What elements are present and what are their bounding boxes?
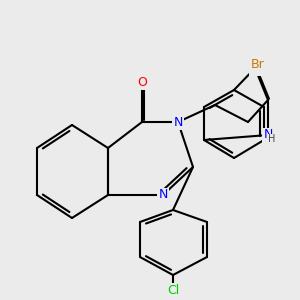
Text: N: N <box>263 128 273 142</box>
Text: O: O <box>250 61 260 74</box>
Text: N: N <box>158 188 168 202</box>
Text: H: H <box>268 134 276 145</box>
Text: O: O <box>137 76 147 88</box>
Text: Cl: Cl <box>167 284 179 296</box>
Text: Br: Br <box>251 58 265 71</box>
Text: N: N <box>173 116 183 128</box>
